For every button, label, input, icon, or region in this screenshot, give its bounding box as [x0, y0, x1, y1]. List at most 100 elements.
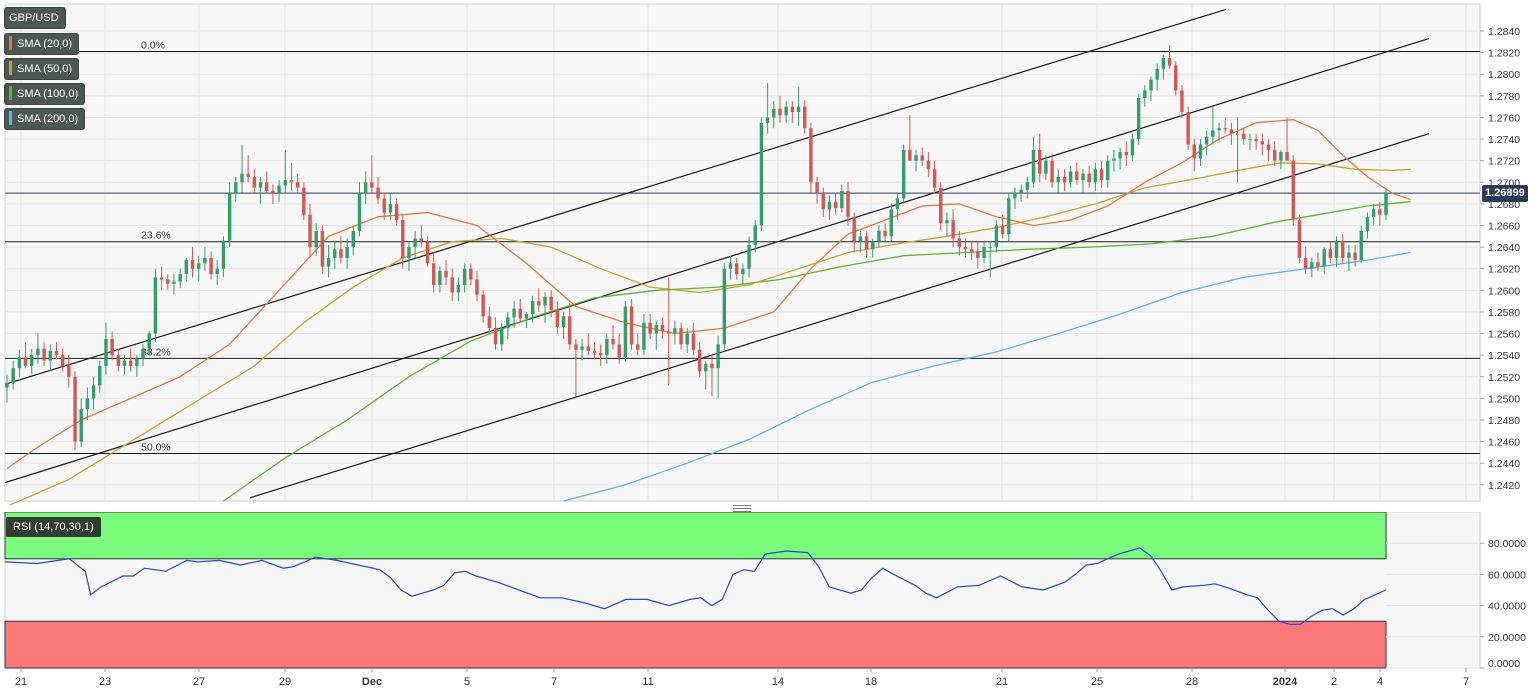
- rsi-y-tick-label: 40.0000: [1488, 601, 1526, 613]
- candle-body: [1143, 90, 1147, 98]
- sma50-badge[interactable]: SMA (50,0): [5, 59, 79, 79]
- x-tick-label: 7: [1463, 676, 1469, 688]
- candle-body: [1013, 193, 1017, 199]
- candle: [969, 241, 974, 261]
- candle-body: [809, 128, 813, 183]
- y-tick-label: 1.2520: [1488, 372, 1520, 384]
- rsi-badge[interactable]: RSI (14,70,30,1): [6, 517, 101, 537]
- y-tick-label: 1.2740: [1488, 134, 1520, 146]
- candle: [605, 333, 609, 364]
- trend-channel-line: [4, 38, 1430, 484]
- candle-body: [1007, 198, 1011, 235]
- candle: [351, 225, 355, 256]
- x-tick-label: 25: [1091, 676, 1103, 688]
- candle-body: [673, 328, 677, 334]
- candle-body: [79, 409, 83, 442]
- candle: [697, 342, 702, 377]
- candle-body: [790, 106, 795, 113]
- sma20-badge[interactable]: SMA (20,0): [5, 34, 79, 54]
- candle: [462, 263, 467, 293]
- y-tick-label: 1.2720: [1488, 156, 1520, 168]
- candle-body: [431, 263, 436, 285]
- x-tick-label: 28: [1186, 676, 1198, 688]
- candle: [1161, 54, 1166, 80]
- sma20-line: [6, 118, 1411, 470]
- candle: [561, 311, 566, 339]
- candle: [982, 241, 986, 264]
- candle: [289, 162, 294, 191]
- candle: [413, 230, 417, 258]
- candle-body: [728, 263, 733, 269]
- candle-body: [982, 247, 986, 258]
- candle: [98, 360, 102, 393]
- candle-body: [283, 180, 287, 186]
- candle: [153, 268, 158, 343]
- candle: [821, 187, 825, 217]
- candle-body: [357, 193, 362, 231]
- candle-body: [271, 190, 275, 194]
- candle-body: [339, 249, 343, 258]
- candle: [759, 117, 764, 231]
- candle-body: [518, 308, 522, 319]
- candle-body: [1291, 160, 1295, 221]
- candle: [765, 82, 770, 134]
- candle-body: [1310, 262, 1314, 269]
- candle-body: [1211, 130, 1215, 137]
- candle-body: [1378, 209, 1382, 215]
- candle: [419, 225, 424, 248]
- candle: [1297, 214, 1302, 264]
- candle-body: [598, 352, 603, 356]
- candle: [23, 342, 28, 369]
- candle: [926, 152, 931, 177]
- pane-resize-handle[interactable]: [733, 505, 751, 512]
- candle-body: [846, 190, 850, 217]
- candle: [833, 193, 838, 215]
- y-tick-label: 1.2760: [1488, 112, 1520, 124]
- candle: [827, 195, 832, 221]
- candle-body: [784, 106, 788, 116]
- y-tick-label: 1.2440: [1488, 458, 1520, 470]
- candle-body: [1180, 90, 1184, 113]
- candle-body: [246, 173, 250, 177]
- candle: [654, 320, 659, 350]
- candle: [1106, 155, 1110, 188]
- candle: [908, 115, 912, 161]
- candle: [196, 255, 201, 282]
- x-tick-label: 5: [464, 676, 470, 688]
- candle-body: [1068, 171, 1073, 183]
- candle: [1242, 128, 1246, 145]
- candle: [277, 180, 281, 202]
- candle-body: [1130, 139, 1135, 156]
- candle: [1254, 133, 1258, 150]
- candle: [382, 193, 386, 221]
- sma50-swatch: [9, 61, 12, 75]
- x-tick-label: Dec: [362, 676, 382, 688]
- candle: [1260, 133, 1265, 156]
- candle: [1025, 176, 1030, 199]
- candle: [295, 173, 300, 194]
- candle-body: [277, 185, 281, 194]
- candle-body: [1025, 182, 1030, 190]
- sma100-badge[interactable]: SMA (100,0): [5, 84, 85, 104]
- candle-body: [858, 236, 863, 242]
- sma200-badge[interactable]: SMA (200,0): [5, 109, 85, 129]
- candle-body: [178, 274, 182, 282]
- candle: [401, 214, 405, 269]
- candle: [648, 314, 652, 339]
- candle: [11, 360, 15, 390]
- candle: [704, 360, 708, 390]
- candle-body: [500, 328, 504, 345]
- candle-body: [580, 346, 584, 350]
- candle-body: [370, 182, 374, 188]
- candle: [302, 182, 306, 221]
- instrument-badge[interactable]: GBP/USD: [5, 8, 65, 28]
- candle: [450, 268, 454, 302]
- candle-body: [759, 122, 764, 226]
- candle: [1143, 85, 1147, 107]
- candle-body: [258, 182, 263, 188]
- candle: [265, 171, 269, 194]
- price-chart[interactable]: 1.2420 1.2440 1.2460 1.2480 1.2500 1.2520 1.25…: [0, 0, 1536, 505]
- x-tick-label: 11: [642, 676, 653, 688]
- candle: [809, 122, 813, 194]
